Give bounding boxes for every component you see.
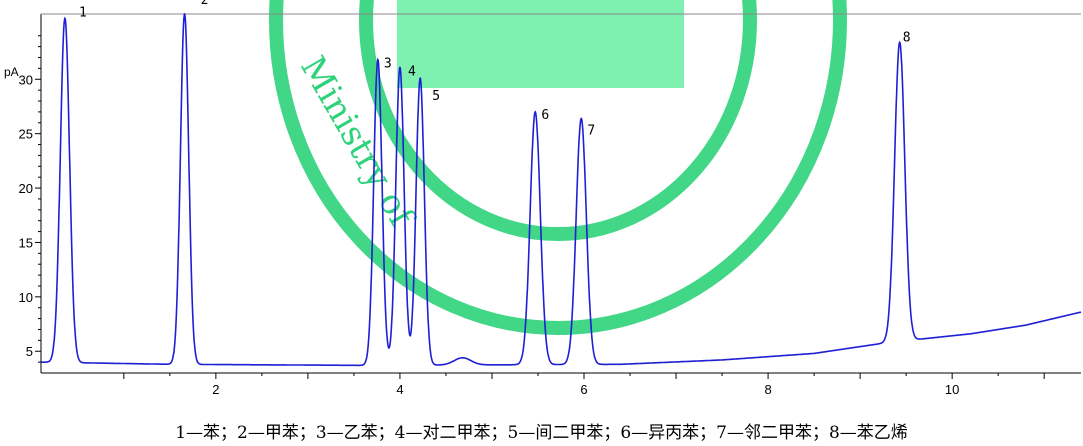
y-tick-label: 25	[19, 127, 33, 142]
y-tick-label: 5	[26, 344, 33, 359]
peak-label-7: 7	[587, 123, 595, 138]
y-axis-unit-label: pA	[4, 65, 19, 79]
x-tick-label: 4	[396, 382, 403, 397]
peak-label-3: 3	[384, 57, 392, 72]
watermark: Ministry of	[276, 0, 840, 328]
y-tick-label: 10	[19, 290, 33, 305]
peak-legend-caption: 1—苯；2—甲苯；3—乙苯；4—对二甲苯；5—间二甲苯；6—异丙苯；7—邻二甲苯…	[0, 418, 1083, 443]
peak-label-6: 6	[541, 108, 549, 123]
x-tick-label: 10	[945, 382, 959, 397]
peak-label-1: 1	[79, 5, 87, 20]
watermark-rect	[397, 0, 684, 88]
peak-label-2: 2	[201, 0, 209, 8]
x-tick-label: 6	[580, 382, 587, 397]
y-tick-label: 30	[19, 72, 33, 87]
peak-label-4: 4	[408, 64, 416, 79]
peak-label-5: 5	[432, 89, 440, 104]
x-tick-label: 8	[764, 382, 771, 397]
y-tick-label: 15	[19, 235, 33, 250]
x-tick-label: 2	[212, 382, 219, 397]
peak-label-8: 8	[903, 30, 911, 45]
y-tick-label: 20	[19, 181, 33, 196]
